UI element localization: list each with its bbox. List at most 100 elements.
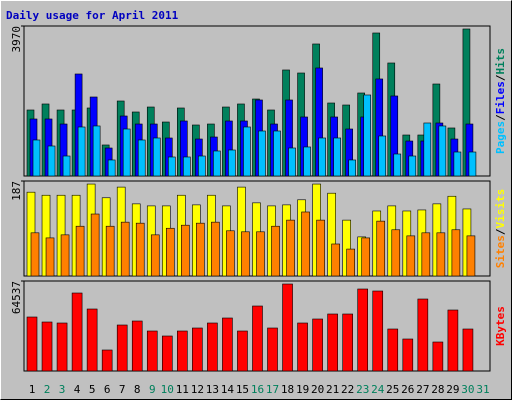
- legend-entry: Hits: [494, 48, 507, 75]
- bar: [30, 232, 40, 277]
- bar: [228, 149, 236, 177]
- bar: [402, 338, 414, 372]
- x-tick-label: 6: [104, 383, 111, 396]
- bar: [342, 313, 353, 372]
- bar: [423, 122, 432, 177]
- bar: [303, 146, 311, 177]
- bar: [90, 213, 100, 277]
- bar: [267, 327, 278, 372]
- bar: [62, 155, 71, 177]
- bar: [47, 145, 56, 177]
- bar: [436, 232, 446, 277]
- bar: [150, 234, 160, 277]
- x-tick-label: 17: [266, 383, 279, 396]
- legend-separator: /: [494, 114, 507, 121]
- bar: [348, 159, 356, 177]
- x-tick-label: 23: [356, 383, 369, 396]
- bar: [462, 328, 474, 372]
- x-tick-label: 3: [59, 383, 66, 396]
- bar: [116, 324, 128, 372]
- legend: Sites/Visits: [494, 189, 507, 269]
- legend-entry: Visits: [494, 189, 507, 229]
- x-tick-label: 7: [119, 383, 126, 396]
- bar: [77, 126, 86, 177]
- bar: [237, 330, 248, 372]
- bar: [26, 316, 38, 372]
- bar: [282, 283, 293, 372]
- bar: [131, 320, 143, 372]
- bar: [56, 322, 68, 372]
- bar: [432, 341, 444, 372]
- x-tick-label: 25: [386, 383, 399, 396]
- bar: [105, 225, 115, 277]
- bar: [273, 130, 281, 177]
- legend-entry: Files: [494, 81, 507, 114]
- x-tick-label: 14: [221, 383, 235, 396]
- x-tick-label: 2: [44, 383, 51, 396]
- chart-title: Daily usage for April 2011: [6, 9, 179, 22]
- bar: [258, 130, 266, 177]
- bar: [75, 225, 85, 277]
- x-tick-label: 29: [446, 383, 459, 396]
- bar: [466, 235, 476, 277]
- bar: [161, 335, 173, 372]
- x-tick-label: 9: [149, 383, 156, 396]
- bar: [406, 235, 416, 277]
- bar: [372, 290, 384, 372]
- bar: [183, 156, 191, 177]
- x-tick-label: 27: [416, 383, 429, 396]
- legend: KBytes: [494, 306, 507, 346]
- bar: [137, 139, 146, 177]
- bar: [60, 234, 70, 277]
- bar: [135, 222, 145, 277]
- bar: [357, 288, 369, 372]
- bar: [453, 151, 462, 177]
- bar: [177, 330, 188, 372]
- x-tick-label: 24: [371, 383, 385, 396]
- bar: [451, 229, 461, 277]
- bar: [45, 237, 55, 277]
- bar: [92, 125, 101, 177]
- bar: [312, 318, 323, 372]
- bar: [271, 225, 280, 277]
- bar: [408, 155, 417, 177]
- bar: [196, 222, 205, 277]
- bar: [327, 313, 338, 372]
- legend-entry: KBytes: [494, 306, 507, 346]
- x-tick-label: 22: [341, 383, 354, 396]
- x-tick-label: 13: [206, 383, 219, 396]
- bar: [256, 231, 265, 277]
- x-tick-label: 20: [311, 383, 324, 396]
- bar: [468, 151, 477, 177]
- bar: [447, 309, 459, 372]
- bar: [243, 126, 251, 177]
- bar: [192, 327, 203, 372]
- x-tick-label: 1: [29, 383, 36, 396]
- bar: [167, 156, 176, 177]
- bar: [376, 220, 386, 277]
- bar: [378, 135, 387, 177]
- y-tick-label: 187: [10, 181, 23, 201]
- x-tick-label: 11: [176, 383, 189, 396]
- bar: [211, 221, 220, 277]
- bar: [198, 155, 206, 177]
- x-tick-label: 26: [401, 383, 414, 396]
- bar: [165, 227, 175, 277]
- bar: [107, 159, 116, 177]
- bar: [346, 248, 355, 277]
- bar: [438, 125, 447, 177]
- x-tick-label: 15: [236, 383, 249, 396]
- x-tick-label: 21: [326, 383, 339, 396]
- x-tick-label: 28: [431, 383, 444, 396]
- bar: [301, 211, 310, 277]
- y-tick-label: 3970: [10, 26, 23, 53]
- bar: [333, 137, 341, 177]
- bar: [318, 137, 326, 177]
- bar: [286, 219, 295, 277]
- bar: [361, 237, 371, 277]
- bar: [222, 317, 233, 372]
- x-tick-label: 31: [476, 383, 489, 396]
- bar: [101, 349, 113, 372]
